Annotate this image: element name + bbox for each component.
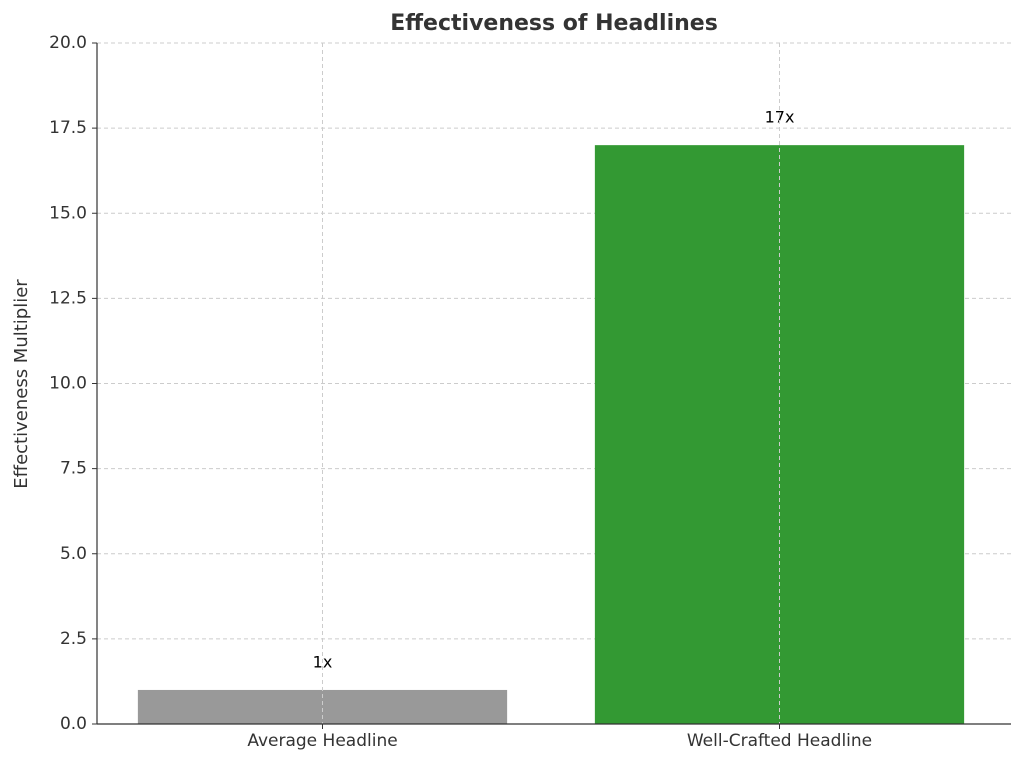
y-tick-label: 7.5: [60, 459, 87, 479]
y-tick-label: 17.5: [49, 118, 87, 138]
y-tick-label: 10.0: [49, 374, 87, 394]
bar: [594, 145, 965, 724]
y-axis-label: Effectiveness Multiplier: [11, 279, 32, 489]
y-tick-label: 0.0: [60, 714, 87, 734]
y-tick-label: 15.0: [49, 203, 87, 223]
y-tick-label: 12.5: [49, 288, 87, 308]
x-tick-label: Well-Crafted Headline: [687, 731, 872, 751]
y-tick-label: 20.0: [49, 33, 87, 53]
value-label: 17x: [765, 108, 795, 127]
x-tick-label: Average Headline: [247, 731, 397, 751]
y-tick-label: 2.5: [60, 629, 87, 649]
chart-title: Effectiveness of Headlines: [390, 11, 718, 36]
y-tick-label: 5.0: [60, 544, 87, 564]
